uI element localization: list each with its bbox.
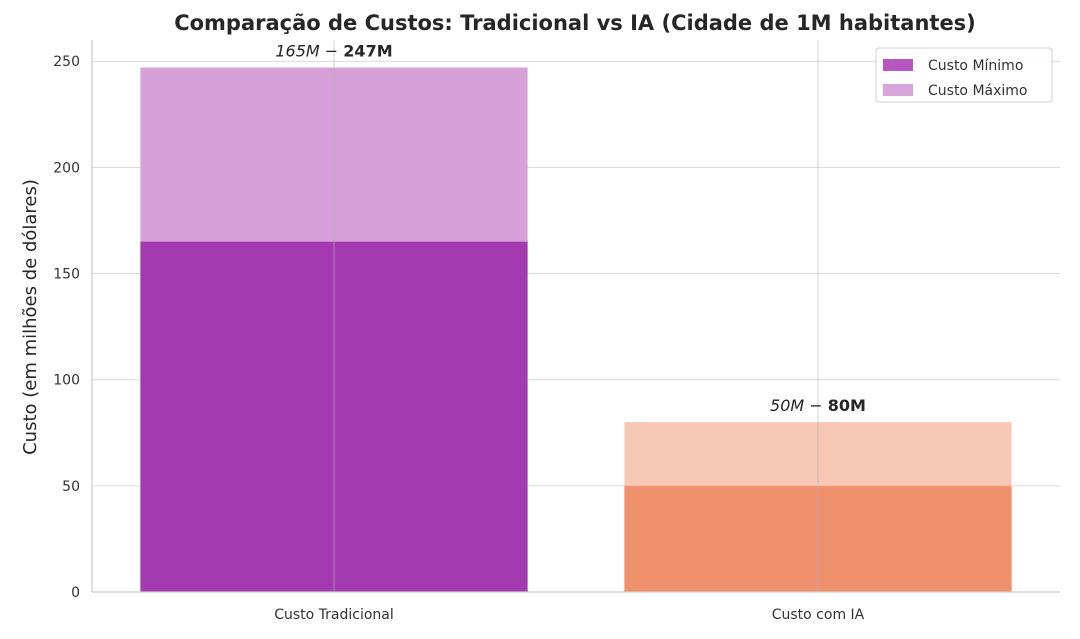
legend: Custo Mínimo Custo Máximo [875, 47, 1053, 103]
bar-range-annotation: 50M − 80M [770, 396, 866, 415]
x-tick-label: Custo Tradicional [274, 607, 394, 623]
legend-box [875, 47, 1053, 103]
y-axis-label: Custo (em milhões de dólares) [20, 179, 41, 455]
legend-entry-label: Custo Máximo [928, 83, 1027, 99]
legend-entry-label: Custo Mínimo [928, 58, 1023, 74]
chart-title: Comparação de Custos: Tradicional vs IA … [174, 11, 976, 35]
y-tick-label: 250 [53, 54, 80, 70]
x-tick-label: Custo com IA [772, 607, 865, 623]
bar-range-annotation: 165M − 247M [275, 42, 392, 61]
legend-swatch [883, 84, 913, 96]
labels-layer: 0 50 100 150 200 250 Custo Tradicional Custo co… [53, 42, 866, 623]
y-tick-label: 0 [71, 585, 80, 601]
y-tick-label: 150 [53, 267, 80, 283]
axes-layer [91, 40, 1060, 593]
y-tick-label: 200 [53, 160, 80, 176]
bars-layer [140, 40, 1012, 593]
y-tick-label: 50 [62, 479, 80, 495]
legend-swatch [883, 59, 913, 71]
y-tick-label: 100 [53, 373, 80, 389]
